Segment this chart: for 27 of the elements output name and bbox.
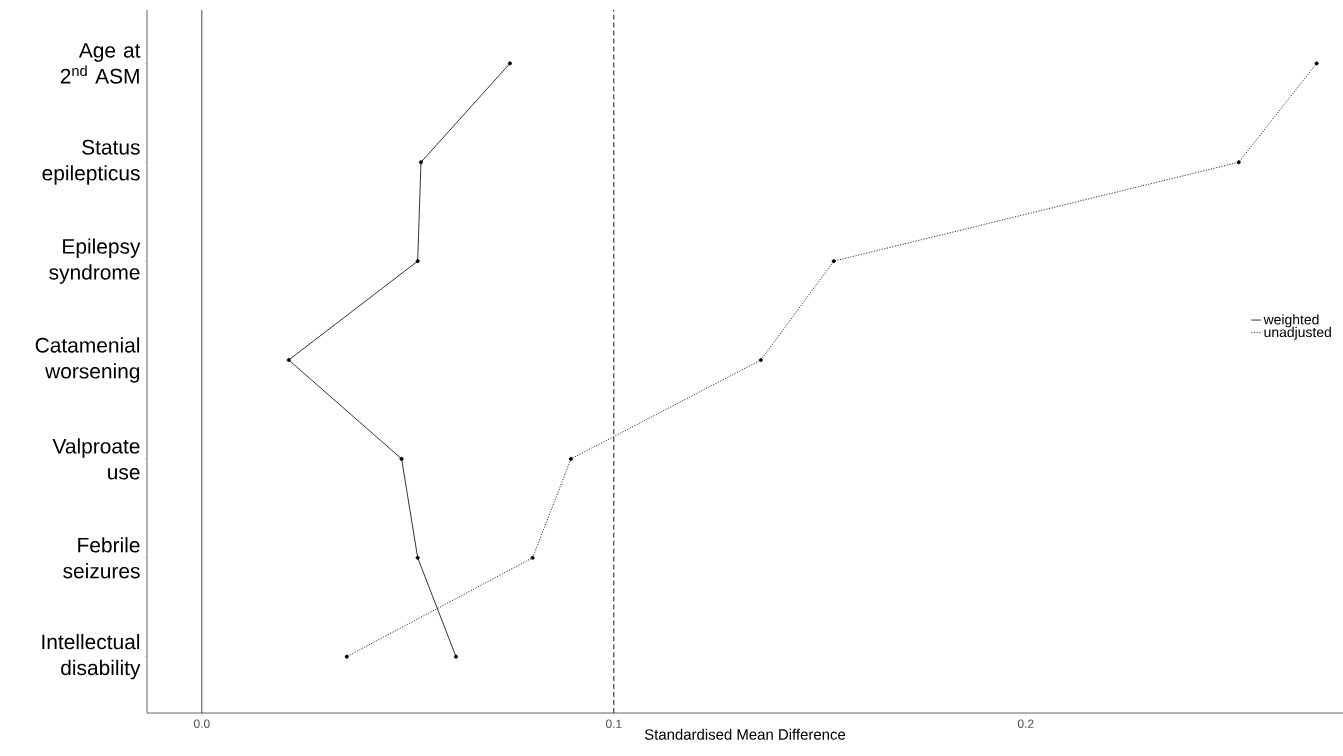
legend-label: unadjusted: [1264, 326, 1331, 340]
point: [399, 456, 404, 461]
point: [568, 456, 573, 461]
point: [418, 160, 423, 165]
y-tick-label: Epilepsy syndrome: [49, 238, 141, 284]
x-axis-title: Standardised Mean Difference: [644, 728, 846, 740]
point: [415, 555, 420, 560]
y-tick-label: Catamenial worsening: [35, 337, 140, 383]
point: [530, 555, 535, 560]
point: [286, 358, 291, 363]
point: [454, 654, 458, 659]
y-tick-label: Age at 2$^{nd}$ ASM: [60, 43, 141, 84]
x-tick-label: 0.0: [193, 719, 210, 728]
x-tick-label: 0.2: [1017, 719, 1034, 728]
point: [831, 259, 836, 264]
y-tick-label: Valproate use: [52, 438, 140, 480]
point: [344, 654, 349, 659]
point: [507, 61, 512, 66]
y-tick-label: Status epilepticus: [42, 139, 140, 185]
point: [415, 259, 420, 264]
legend-label: weighted: [1263, 314, 1319, 328]
point: [1236, 160, 1241, 165]
y-tick-label: Febrile seizures: [63, 537, 140, 579]
y-tick-label: Intellectual disability: [42, 633, 141, 680]
point: [1314, 61, 1319, 66]
x-tick-label: 0.1: [605, 719, 622, 728]
point: [758, 358, 763, 363]
